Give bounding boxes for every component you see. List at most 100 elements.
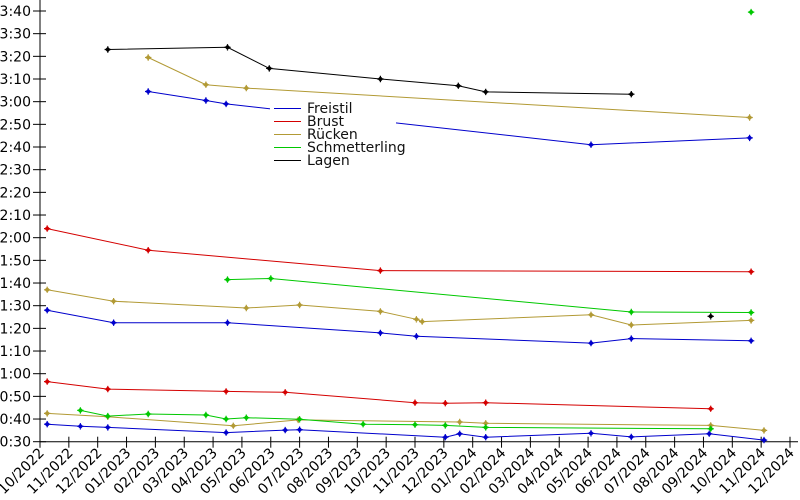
data-point-freistil bbox=[145, 88, 152, 95]
data-point-lagen bbox=[104, 46, 111, 53]
data-point-schmetterling bbox=[224, 276, 231, 283]
legend-line-sample-ruecken bbox=[274, 134, 301, 135]
data-point-freistil bbox=[747, 337, 755, 344]
data-point-brust bbox=[222, 388, 230, 395]
y-tick-label: 0:40 bbox=[0, 412, 31, 428]
data-point-ruecken bbox=[44, 286, 51, 293]
data-point-schmetterling bbox=[222, 415, 230, 423]
data-point-freistil bbox=[77, 423, 84, 430]
y-tick-label: 2:30 bbox=[0, 163, 31, 179]
data-point-lagen bbox=[377, 75, 384, 83]
data-line-freistil bbox=[47, 423, 765, 441]
data-point-freistil bbox=[587, 339, 595, 347]
y-tick-label: 1:10 bbox=[0, 344, 31, 360]
data-point-freistil bbox=[224, 319, 231, 326]
data-point-ruecken bbox=[296, 301, 303, 309]
data-point-ruecken bbox=[419, 318, 426, 325]
data-point-freistil bbox=[746, 134, 753, 142]
data-point-ruecken bbox=[44, 410, 51, 417]
data-line-ruecken bbox=[147, 57, 750, 118]
y-tick-label: 2:00 bbox=[0, 231, 31, 247]
data-point-freistil bbox=[44, 307, 51, 314]
y-tick-label: 3:30 bbox=[0, 27, 31, 43]
y-tick-label: 1:40 bbox=[0, 276, 31, 292]
data-point-freistil bbox=[44, 421, 51, 428]
data-point-brust bbox=[145, 247, 152, 254]
legend-item-lagen: Lagen bbox=[270, 152, 396, 169]
data-point-ruecken bbox=[746, 114, 753, 121]
data-point-ruecken bbox=[413, 316, 420, 323]
y-tick-label: 0:30 bbox=[0, 435, 31, 451]
data-point-schmetterling bbox=[77, 407, 84, 414]
data-point-ruecken bbox=[230, 422, 237, 429]
data-point-schmetterling bbox=[267, 275, 274, 282]
y-tick-label: 3:00 bbox=[0, 95, 31, 111]
series-lagen bbox=[104, 44, 714, 320]
data-point-lagen bbox=[707, 313, 714, 320]
data-point-brust bbox=[707, 405, 714, 412]
data-point-brust bbox=[442, 400, 449, 407]
legend-line-sample-lagen bbox=[274, 160, 301, 161]
y-tick-label: 1:30 bbox=[0, 299, 31, 315]
series-schmetterling bbox=[77, 8, 755, 432]
y-tick-label: 2:10 bbox=[0, 208, 31, 224]
legend-label-lagen: Lagen bbox=[307, 152, 350, 169]
data-point-freistil bbox=[587, 430, 595, 437]
data-point-brust bbox=[44, 378, 51, 385]
data-point-schmetterling bbox=[296, 416, 303, 423]
series-ruecken bbox=[44, 54, 768, 434]
data-line-lagen bbox=[107, 46, 632, 95]
data-point-schmetterling bbox=[747, 8, 755, 16]
data-point-schmetterling bbox=[411, 421, 419, 428]
data-point-schmetterling bbox=[707, 425, 714, 432]
data-point-schmetterling bbox=[359, 421, 367, 428]
y-tick-label: 1:00 bbox=[0, 367, 31, 383]
data-point-ruecken bbox=[243, 84, 250, 92]
data-point-lagen bbox=[266, 65, 273, 72]
data-point-freistil bbox=[296, 426, 303, 433]
data-line-brust bbox=[47, 228, 752, 273]
legend-label-ruecken: Rücken bbox=[307, 126, 358, 143]
data-point-freistil bbox=[104, 424, 111, 431]
data-point-schmetterling bbox=[442, 422, 449, 429]
data-point-brust bbox=[282, 389, 289, 396]
data-point-schmetterling bbox=[747, 309, 755, 316]
data-point-freistil bbox=[222, 429, 230, 436]
legend-item-freistil: Freistil bbox=[270, 101, 396, 117]
data-point-schmetterling bbox=[104, 412, 111, 420]
series-freistil bbox=[44, 88, 768, 444]
data-line-ruecken bbox=[47, 412, 765, 431]
y-tick-label: 3:10 bbox=[0, 72, 31, 88]
data-point-brust bbox=[747, 268, 755, 275]
data-point-freistil bbox=[628, 433, 635, 441]
data-point-schmetterling bbox=[482, 424, 489, 431]
data-point-freistil bbox=[222, 100, 230, 108]
data-point-schmetterling bbox=[202, 411, 210, 419]
data-line-freistil bbox=[47, 309, 752, 344]
data-point-freistil bbox=[202, 97, 210, 104]
y-tick-label: 2:20 bbox=[0, 185, 31, 201]
data-point-freistil bbox=[377, 329, 384, 337]
data-point-freistil bbox=[442, 434, 449, 441]
data-point-ruecken bbox=[747, 317, 755, 324]
y-tick-label: 3:20 bbox=[0, 49, 31, 65]
data-point-brust bbox=[104, 385, 111, 393]
data-point-ruecken bbox=[243, 304, 250, 312]
legend-item-ruecken: Rücken bbox=[270, 126, 396, 143]
y-tick-label: 2:50 bbox=[0, 117, 31, 133]
data-point-freistil bbox=[482, 434, 489, 441]
data-point-lagen bbox=[455, 82, 462, 89]
data-point-ruecken bbox=[110, 298, 117, 305]
data-point-schmetterling bbox=[243, 414, 250, 421]
data-point-lagen bbox=[224, 44, 231, 51]
data-point-ruecken bbox=[456, 418, 463, 426]
data-point-freistil bbox=[760, 436, 768, 444]
legend-item-schmetterling: Schmetterling bbox=[270, 140, 406, 156]
data-point-freistil bbox=[282, 426, 289, 434]
y-tick-label: 1:50 bbox=[0, 253, 31, 269]
data-point-ruecken bbox=[587, 311, 595, 318]
data-point-brust bbox=[411, 399, 419, 406]
y-tick-label: 2:40 bbox=[0, 140, 31, 156]
